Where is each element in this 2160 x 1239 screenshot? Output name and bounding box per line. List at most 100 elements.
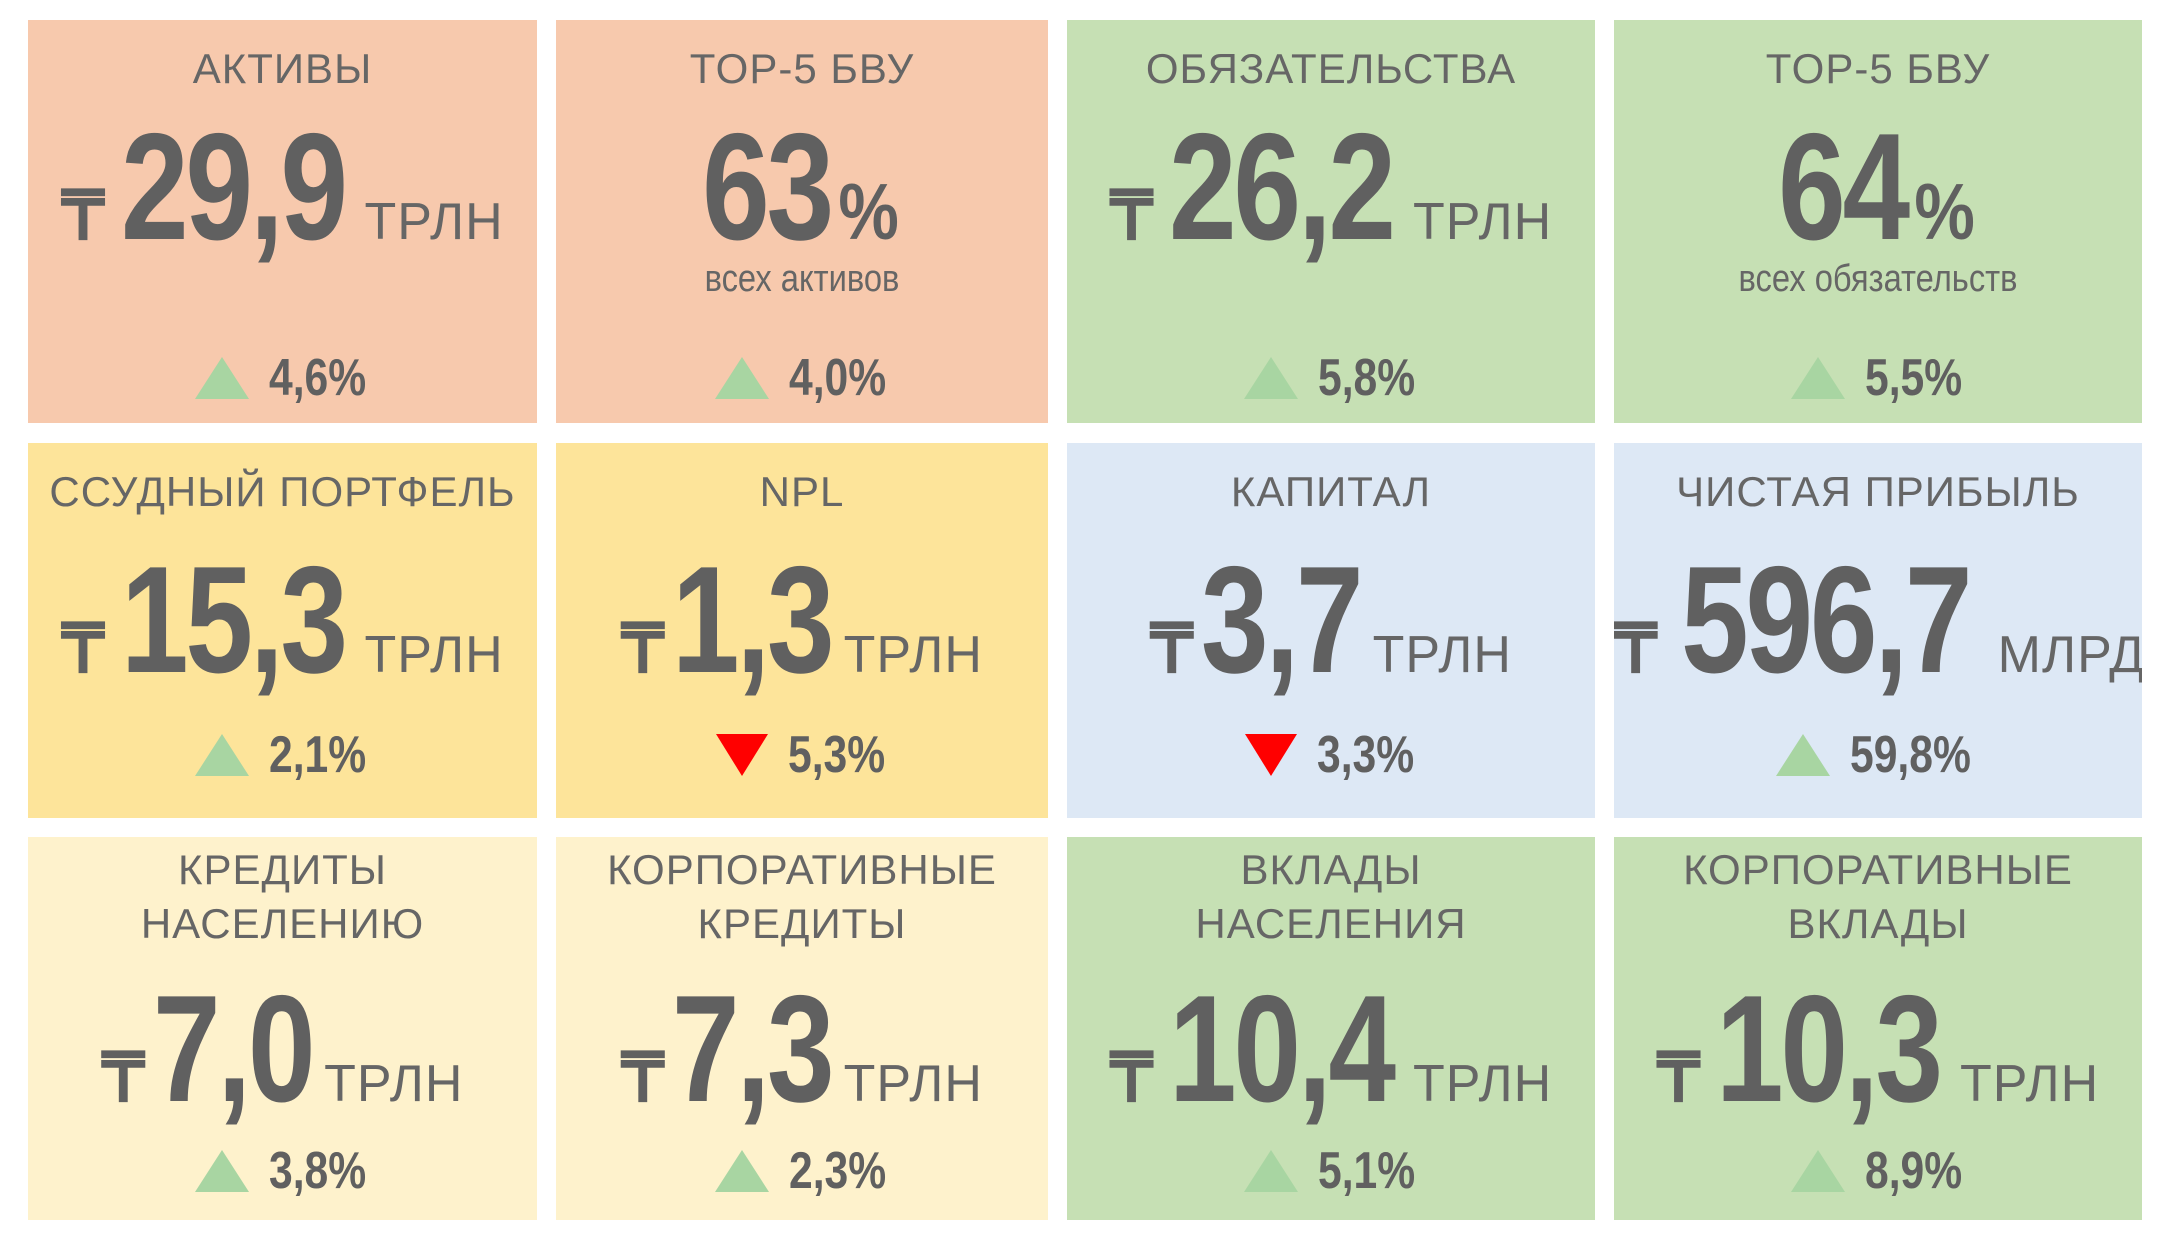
- tile-subtitle: всех активов: [704, 258, 900, 300]
- tile-unit: ТРЛН: [1412, 1055, 1553, 1113]
- tile-change-value: 5,8%: [1317, 349, 1415, 407]
- tile-title-line: КРЕДИТЫ: [178, 846, 387, 893]
- tile-value-line: 64%: [1614, 102, 2142, 272]
- tenge-currency-icon: ₸: [1614, 611, 1658, 687]
- tile-value: 10,4: [1169, 964, 1396, 1134]
- tile-value: 63: [701, 102, 834, 272]
- tile-value-line: ₸3,7 ТРЛН: [1067, 544, 1595, 696]
- tile-title-line: ЧИСТАЯ ПРИБЫЛЬ: [1676, 468, 2080, 515]
- triangle-up-icon: [1790, 1150, 1845, 1192]
- tile-title-line: КРЕДИТЫ: [697, 900, 907, 947]
- kpi-tile: ЧИСТАЯ ПРИБЫЛЬ ₸ 596,7 МЛРД 59,8%: [1614, 443, 2142, 818]
- triangle-up-icon: [714, 1150, 769, 1192]
- tile-title-line: АКТИВЫ: [192, 45, 373, 92]
- tile-title-line: ССУДНЫЙ ПОРТФЕЛЬ: [49, 468, 516, 515]
- tile-value-line: ₸ 15,3 ТРЛН: [28, 544, 537, 696]
- tile-value-line: ₸7,0 ТРЛН: [28, 964, 537, 1134]
- tile-unit: ТРЛН: [364, 193, 504, 251]
- triangle-up-icon: [714, 357, 769, 399]
- tile-unit: %: [1914, 167, 1975, 256]
- tile-title: TOP-5 БВУ: [556, 42, 1048, 96]
- triangle-down-icon: [1244, 734, 1297, 776]
- tile-value-line: ₸ 10,4 ТРЛН: [1067, 964, 1595, 1134]
- tile-change: 2,3%: [556, 1141, 1048, 1201]
- kpi-tile: КАПИТАЛ ₸3,7 ТРЛН 3,3%: [1067, 443, 1595, 818]
- kpi-tile: ССУДНЫЙ ПОРТФЕЛЬ ₸ 15,3 ТРЛН 2,1%: [28, 443, 537, 818]
- triangle-up-icon: [1776, 734, 1831, 776]
- tile-unit: ТРЛН: [1959, 1055, 2100, 1113]
- kpi-tile: ВКЛАДЫ НАСЕЛЕНИЯ ₸ 10,4 ТРЛН 5,1%: [1067, 837, 1595, 1220]
- tile-change: 5,8%: [1067, 348, 1595, 408]
- tile-title: КОРПОРАТИВНЫЕ ВКЛАДЫ: [1614, 843, 2142, 951]
- kpi-tile: TOP-5 БВУ 63% всех активов 4,0%: [556, 20, 1048, 423]
- tile-change-value: 5,1%: [1317, 1142, 1415, 1200]
- tile-change: 4,6%: [28, 348, 537, 408]
- tenge-currency-icon: ₸: [621, 1040, 665, 1116]
- tile-value: 7,3: [672, 964, 835, 1134]
- kpi-tile: TOP-5 БВУ 64% всех обязательств 5,5%: [1614, 20, 2142, 423]
- tile-value-line: ₸7,3 ТРЛН: [556, 964, 1048, 1134]
- tile-value-line: ₸ 10,3 ТРЛН: [1614, 973, 2142, 1125]
- tile-value-line: ₸ 596,7 МЛРД: [1614, 544, 2142, 696]
- tile-unit: ТРЛН: [1372, 626, 1512, 684]
- tile-title: ЧИСТАЯ ПРИБЫЛЬ: [1614, 465, 2142, 519]
- tile-change-value: 4,6%: [269, 349, 367, 407]
- tile-change: 5,5%: [1614, 348, 2142, 408]
- tile-title-line: НАСЕЛЕНИЯ: [1195, 900, 1467, 947]
- triangle-up-icon: [1243, 1150, 1298, 1192]
- tile-unit: %: [838, 167, 899, 256]
- tenge-currency-icon: ₸: [101, 1040, 145, 1116]
- tile-title-line: ВКЛАДЫ: [1787, 900, 1969, 947]
- kpi-tile: ОБЯЗАТЕЛЬСТВА ₸ 26,2 ТРЛН 5,8%: [1067, 20, 1595, 423]
- tile-change: 8,9%: [1614, 1141, 2142, 1201]
- kpi-tile: КРЕДИТЫ НАСЕЛЕНИЮ ₸7,0 ТРЛН 3,8%: [28, 837, 537, 1220]
- tile-unit: МЛРД: [1997, 626, 2142, 684]
- tile-title: ВКЛАДЫ НАСЕЛЕНИЯ: [1067, 843, 1595, 951]
- tile-value: 1,3: [672, 535, 835, 705]
- tile-title-line: НАСЕЛЕНИЮ: [140, 900, 425, 947]
- tile-unit: ТРЛН: [1412, 193, 1553, 251]
- tile-change-value: 5,5%: [1864, 349, 1962, 407]
- tile-title: ССУДНЫЙ ПОРТФЕЛЬ: [28, 465, 537, 519]
- tile-change-value: 59,8%: [1850, 726, 1972, 784]
- tile-value: 7,0: [152, 964, 316, 1134]
- tile-title: КОРПОРАТИВНЫЕ КРЕДИТЫ: [556, 843, 1048, 951]
- tenge-currency-icon: ₸: [1109, 1040, 1154, 1116]
- triangle-up-icon: [195, 1150, 250, 1192]
- tile-change: 59,8%: [1614, 725, 2142, 785]
- tenge-currency-icon: ₸: [621, 611, 665, 687]
- tile-title: TOP-5 БВУ: [1614, 42, 2142, 96]
- tile-change-value: 5,3%: [787, 726, 885, 784]
- kpi-tile: КОРПОРАТИВНЫЕ ВКЛАДЫ ₸ 10,3 ТРЛН 8,9%: [1614, 837, 2142, 1220]
- tile-change: 2,1%: [28, 725, 537, 785]
- tile-title-line: NPL: [759, 468, 845, 515]
- tile-change: 5,3%: [556, 725, 1048, 785]
- tile-value: 29,9: [120, 102, 348, 272]
- tile-change: 3,3%: [1067, 725, 1595, 785]
- tile-title-line: TOP-5 БВУ: [1765, 45, 1991, 92]
- tile-value-line: ₸ 26,2 ТРЛН: [1067, 111, 1595, 263]
- tenge-currency-icon: ₸: [1109, 178, 1154, 254]
- tile-change: 3,8%: [28, 1141, 537, 1201]
- tile-title: КАПИТАЛ: [1067, 465, 1595, 519]
- tile-title: АКТИВЫ: [28, 42, 537, 96]
- tile-change-value: 2,1%: [269, 726, 367, 784]
- tile-change-value: 4,0%: [788, 349, 886, 407]
- tenge-currency-icon: ₸: [61, 178, 105, 254]
- kpi-tile: NPL ₸1,3 ТРЛН 5,3%: [556, 443, 1048, 818]
- tile-change-value: 3,8%: [269, 1142, 367, 1200]
- tile-title-line: КАПИТАЛ: [1230, 468, 1432, 515]
- tile-change: 4,0%: [556, 348, 1048, 408]
- tile-change-value: 2,3%: [788, 1142, 886, 1200]
- tile-title-line: КОРПОРАТИВНЫЕ: [607, 846, 997, 893]
- tile-subtitle: всех обязательств: [1738, 258, 2018, 300]
- tile-change: 5,1%: [1067, 1141, 1595, 1201]
- tile-title: КРЕДИТЫ НАСЕЛЕНИЮ: [28, 843, 537, 951]
- tile-value: 64: [1777, 102, 1910, 272]
- tile-title-line: ВКЛАДЫ: [1240, 846, 1422, 893]
- triangle-up-icon: [195, 734, 250, 776]
- tile-value-line: 63%: [556, 102, 1048, 272]
- tile-unit: ТРЛН: [324, 1055, 464, 1113]
- tile-change-value: 8,9%: [1864, 1142, 1962, 1200]
- triangle-up-icon: [1790, 357, 1845, 399]
